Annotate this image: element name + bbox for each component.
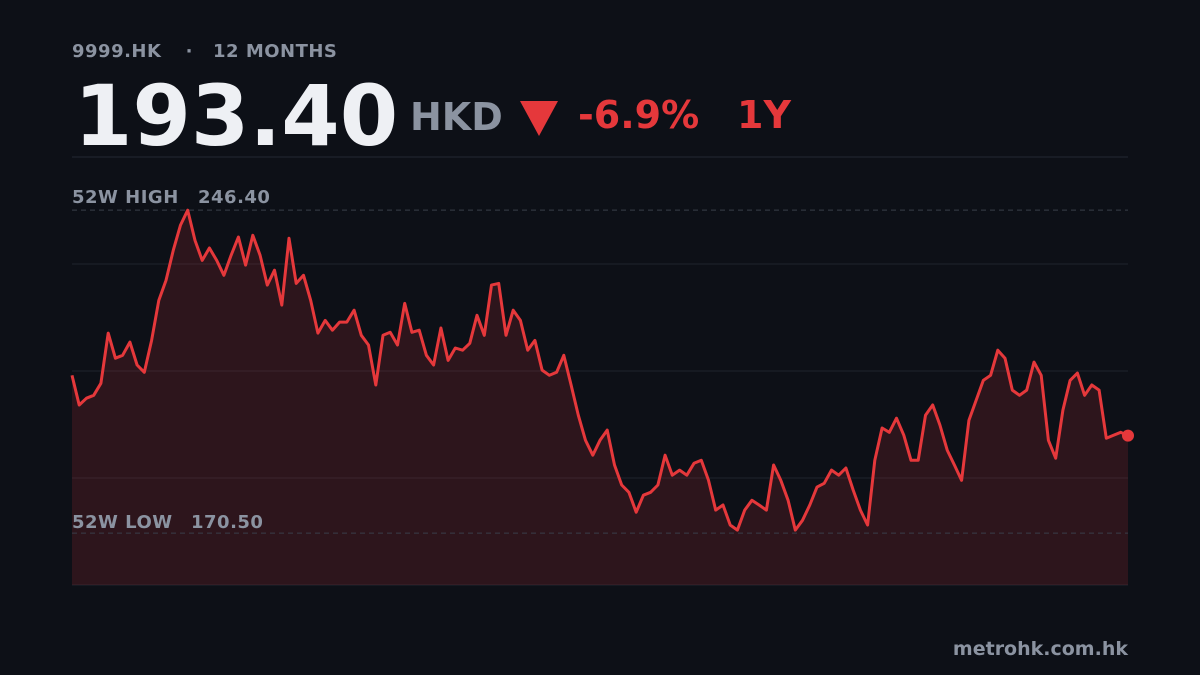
- source: metrohk.com.hk: [953, 638, 1128, 660]
- last-point: [1122, 429, 1134, 442]
- period-label: 12 MONTHS: [213, 41, 337, 62]
- high-value: 246.40: [198, 187, 270, 208]
- currency: HKD: [410, 95, 503, 139]
- low-label: 52W LOW: [72, 512, 173, 533]
- price: 193.40: [74, 67, 398, 165]
- area: [72, 210, 1128, 585]
- high-label: 52W HIGH: [72, 187, 179, 208]
- low-value: 170.50: [191, 512, 263, 533]
- change: -6.9%: [578, 93, 699, 137]
- separator: ·: [186, 41, 193, 62]
- symbol: 9999.HK: [72, 41, 162, 62]
- range: 1Y: [737, 93, 791, 137]
- down-arrow: [520, 101, 558, 136]
- price-line: [70, 208, 1129, 532]
